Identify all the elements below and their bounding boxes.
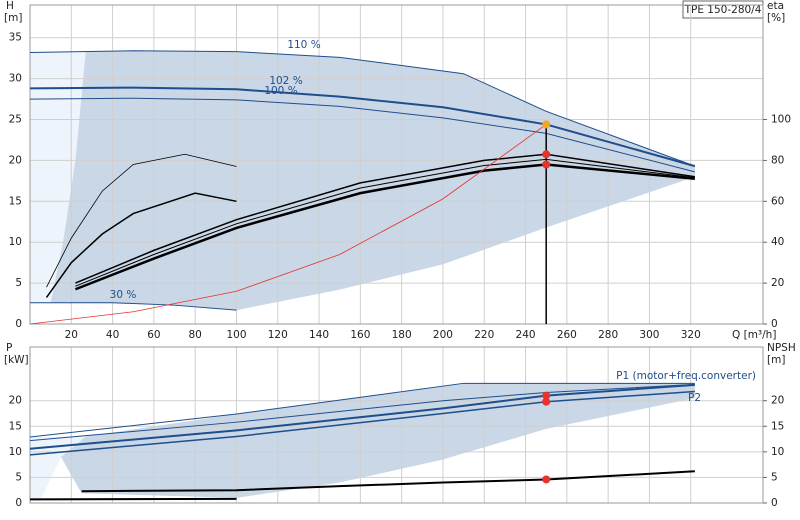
y-axis-label: H bbox=[6, 0, 14, 12]
x-tick-label: 100 bbox=[226, 329, 246, 341]
y-tick-label: 5 bbox=[15, 277, 22, 289]
x-tick-label: 220 bbox=[474, 329, 494, 341]
curve bbox=[30, 302, 237, 311]
y2-tick-label: 5 bbox=[771, 471, 778, 483]
curve bbox=[45, 192, 237, 298]
curve-label: P1 (motor+freq.converter) bbox=[616, 370, 756, 382]
duty-point bbox=[542, 150, 551, 159]
x-tick-label: 140 bbox=[309, 329, 329, 341]
y2-axis-label: eta bbox=[767, 0, 784, 12]
x-tick-label: 280 bbox=[598, 329, 618, 341]
curve bbox=[29, 124, 547, 325]
y2-tick-label: 0 bbox=[771, 318, 778, 330]
y-axis-unit: [m] bbox=[4, 12, 22, 24]
curve bbox=[29, 390, 695, 456]
x-tick-label: 320 bbox=[681, 329, 701, 341]
y2-tick-label: 20 bbox=[771, 277, 784, 289]
curve-label: 110 % bbox=[287, 39, 320, 51]
y-tick-label: 30 bbox=[9, 73, 22, 85]
x-axis-label: Q [m³/h] bbox=[732, 329, 776, 341]
y2-tick-label: 80 bbox=[771, 154, 784, 166]
y-tick-label: 0 bbox=[15, 497, 22, 509]
y-tick-label: 20 bbox=[9, 395, 22, 407]
y-tick-label: 15 bbox=[9, 195, 22, 207]
y2-tick-label: 60 bbox=[771, 195, 784, 207]
curve bbox=[29, 383, 695, 442]
x-tick-label: 300 bbox=[639, 329, 659, 341]
y2-tick-label: 0 bbox=[771, 497, 778, 509]
curve bbox=[29, 382, 695, 438]
y-tick-label: 10 bbox=[9, 236, 22, 248]
y-tick-label: 20 bbox=[9, 154, 22, 166]
x-tick-label: 120 bbox=[268, 329, 288, 341]
chart-title: TPE 150-280/4 bbox=[684, 4, 762, 16]
y2-tick-label: 10 bbox=[771, 446, 784, 458]
curve bbox=[81, 470, 695, 493]
x-tick-label: 60 bbox=[147, 329, 160, 341]
plot-frame bbox=[29, 346, 764, 504]
y-tick-label: 0 bbox=[15, 318, 22, 330]
duty-point bbox=[542, 160, 551, 169]
x-tick-label: 180 bbox=[392, 329, 412, 341]
y2-axis-label: NPSH bbox=[767, 342, 796, 354]
curve bbox=[29, 50, 696, 167]
y2-tick-label: 40 bbox=[771, 236, 784, 248]
x-tick-label: 260 bbox=[557, 329, 577, 341]
y-tick-label: 10 bbox=[9, 446, 22, 458]
y2-tick-label: 100 bbox=[771, 114, 791, 126]
curve bbox=[29, 383, 695, 450]
y2-tick-label: 20 bbox=[771, 395, 784, 407]
y-axis-unit: [kW] bbox=[4, 354, 29, 366]
y-axis-label: P bbox=[6, 342, 12, 354]
x-tick-label: 200 bbox=[433, 329, 453, 341]
operating-range bbox=[60, 383, 695, 498]
x-tick-label: 240 bbox=[516, 329, 536, 341]
curve bbox=[46, 153, 237, 288]
operating-range bbox=[30, 436, 86, 501]
y2-axis-unit: [%] bbox=[767, 12, 785, 24]
curve-label: P2 bbox=[688, 392, 701, 404]
x-tick-label: 160 bbox=[350, 329, 370, 341]
x-tick-label: 40 bbox=[106, 329, 119, 341]
y-tick-label: 15 bbox=[9, 420, 22, 432]
x-tick-label: 20 bbox=[65, 329, 78, 341]
plot-frame bbox=[29, 4, 764, 325]
operating-range bbox=[30, 51, 86, 303]
duty-point bbox=[542, 397, 551, 406]
curve bbox=[29, 497, 237, 501]
curve-label: 100 % bbox=[264, 85, 297, 97]
y2-axis-unit: [m] bbox=[767, 354, 785, 366]
curve-label: 102 % bbox=[269, 75, 302, 87]
y-tick-label: 25 bbox=[9, 114, 22, 126]
y-tick-label: 5 bbox=[15, 471, 22, 483]
duty-point bbox=[542, 475, 551, 484]
curve-label: 30 % bbox=[110, 289, 137, 301]
x-tick-label: 80 bbox=[188, 329, 201, 341]
duty-point bbox=[542, 120, 551, 129]
y-tick-label: 35 bbox=[9, 32, 22, 44]
y2-tick-label: 15 bbox=[771, 420, 784, 432]
